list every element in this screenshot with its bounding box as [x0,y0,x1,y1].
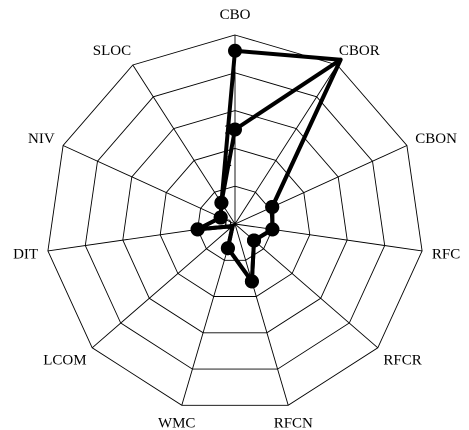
tick-label-2: 2 [225,154,233,170]
spoke-cbor [234,64,338,225]
series-2-point-cbon [265,200,280,214]
tick-label-0: 0 [225,217,233,233]
series-2-point-dit [190,222,205,237]
axis-label-cbo: CBO [220,7,251,23]
series-1-point-cbo [228,43,242,58]
axis-label-rfcn: RFCN [274,416,313,430]
axis-label-lcom: LCOM [43,353,86,369]
spoke-lcom [91,223,236,349]
axis-label-cbon: CBON [415,131,457,147]
series-2-point-sloc [214,195,229,210]
axis-label-cbor: CBOR [339,43,380,59]
axis-label-sloc: SLOC [93,43,131,59]
series-2-point-cbo [228,122,242,137]
spoke-rfc [234,223,423,252]
tick-labels: 0 2 3 [225,123,233,234]
series-2-point-rfcr [247,233,261,248]
axis-label-rfcr: RFCR [383,353,421,369]
grid-ring-5 [47,34,423,406]
spoke-niv [62,145,236,225]
axis-label-rfc: RFC [432,247,460,263]
grid-ring-2 [159,147,311,297]
grid-ring-4 [84,72,386,370]
axis-label-dit: DIT [13,247,38,263]
series-2-point-rfcn [244,274,259,289]
tick-label-3: 3 [225,123,233,139]
radar-series [190,43,343,289]
axis-label-niv: NIV [28,131,55,147]
series-2-point-rfc [265,222,280,237]
series-2-point-wmc [220,241,235,256]
spoke-cbon [234,145,408,225]
radar-grid [47,34,423,406]
series-1-line [195,48,343,284]
grid-ring-3 [122,110,348,334]
axis-labels: CBO CBOR CBON RFC RFCR RFCN WMC LCOM DIT NIV SLOC [13,7,460,430]
series-2-point-niv [213,210,228,225]
spoke-rfcn [234,223,289,406]
axis-label-wmc: WMC [158,416,196,430]
